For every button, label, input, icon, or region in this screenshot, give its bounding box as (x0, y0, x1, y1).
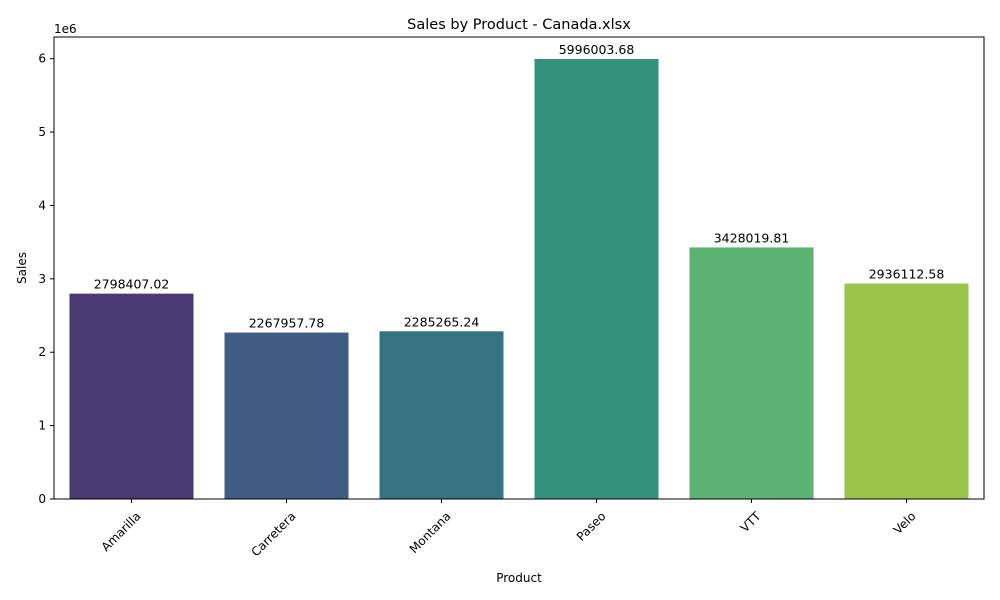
data-label-velo: 2936112.58 (869, 267, 945, 282)
y-axis-multiplier: 1e6 (54, 22, 77, 36)
x-tick-label-montana: Montana (407, 509, 454, 556)
x-tick-label-paseo: Paseo (574, 509, 609, 544)
chart-title: Sales by Product - Canada.xlsx (407, 17, 631, 33)
y-axis-ticks: 0 1 2 3 4 5 6 (38, 52, 54, 506)
bar-paseo (534, 59, 659, 499)
plot-frame (53, 36, 985, 500)
data-label-carretera: 2267957.78 (249, 316, 325, 331)
y-axis-label: Sales (15, 252, 29, 284)
y-tick-label: 2 (38, 345, 46, 359)
bar-carretera (224, 332, 349, 499)
y-tick-label: 1 (38, 419, 46, 433)
x-tick-label-velo: Velo (891, 509, 919, 537)
y-tick-label: 4 (38, 198, 46, 212)
x-tick-label-vtt: VTT (738, 509, 764, 535)
bar-velo (844, 283, 969, 499)
x-axis-label: Product (496, 571, 542, 585)
bar-vtt (689, 247, 814, 499)
bar-montana (379, 331, 504, 499)
x-tick-label-amarilla: Amarilla (99, 509, 144, 554)
x-tick-label-carretera: Carretera (248, 509, 298, 559)
y-tick-label: 0 (38, 492, 46, 506)
data-labels-layer: 2798407.02 2267957.78 2285265.24 5996003.68… (94, 42, 945, 331)
y-tick-label: 6 (38, 52, 46, 66)
data-label-montana: 2285265.24 (404, 314, 480, 329)
x-axis-ticks: Amarilla Carretera Montana Paseo VTT Velo (99, 499, 919, 559)
y-tick-label: 3 (38, 272, 46, 286)
data-label-vtt: 3428019.81 (714, 230, 790, 245)
bars-layer (69, 59, 969, 499)
y-tick-label: 5 (38, 125, 46, 139)
data-label-paseo: 5996003.68 (559, 42, 635, 57)
data-label-amarilla: 2798407.02 (94, 277, 170, 292)
bar-amarilla (69, 293, 194, 499)
